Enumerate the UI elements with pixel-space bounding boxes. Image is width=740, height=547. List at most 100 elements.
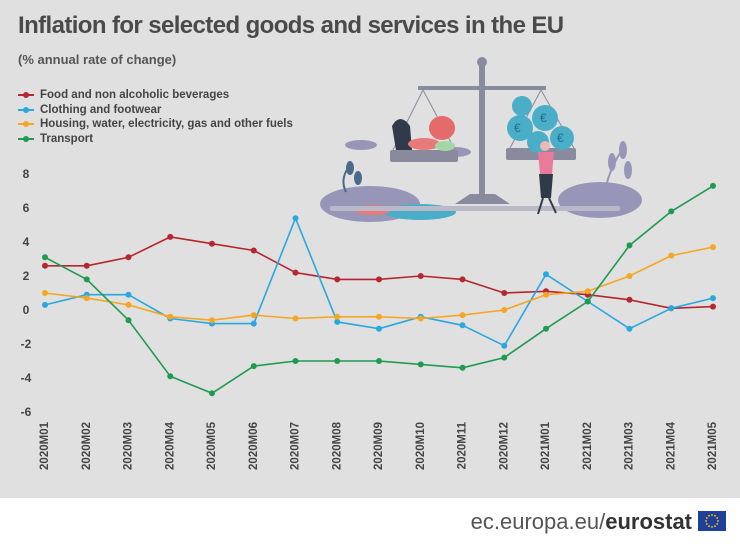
data-point (334, 358, 341, 364)
x-tick-label: 2020M01 (39, 421, 51, 470)
x-tick-label: 2020M12 (498, 422, 510, 470)
data-point (501, 290, 508, 296)
eu-star (711, 526, 713, 528)
data-point (626, 273, 633, 279)
legend-item-clothing: Clothing and footwear (18, 103, 293, 118)
data-point (626, 296, 633, 303)
x-tick-label: 2020M07 (290, 422, 302, 470)
data-point (376, 276, 382, 283)
data-point (125, 317, 132, 324)
x-tick-label: 2020M05 (206, 421, 218, 470)
legend-marker-food (18, 90, 34, 100)
scale-pan-left (390, 150, 458, 162)
y-tick-label: -4 (21, 371, 32, 385)
data-point (83, 276, 90, 283)
data-point (543, 291, 549, 298)
data-point (42, 262, 48, 269)
data-point (250, 247, 257, 254)
eu-star (717, 520, 719, 522)
legend-label-food: Food and non alcoholic beverages (40, 89, 230, 102)
leaf-shape (435, 141, 455, 151)
data-point (376, 313, 382, 320)
chart-subtitle: (% annual rate of change) (18, 52, 177, 67)
data-point (209, 240, 215, 247)
series-line-0 (45, 236, 714, 310)
eu-star (705, 517, 708, 519)
data-point (167, 233, 174, 240)
eu-star (716, 517, 719, 519)
data-point (125, 301, 132, 308)
euro-coin (550, 126, 574, 150)
data-point (584, 298, 591, 305)
data-point (209, 390, 215, 397)
data-point (376, 358, 382, 364)
eu-star (708, 525, 710, 528)
data-point (334, 313, 341, 320)
chart-axes: -6 -4 -2 0 2 4 6 8 2020M01 2020M02 2020M03 2020M04 2… (21, 167, 719, 470)
data-point (292, 315, 299, 322)
data-point (250, 320, 257, 327)
legend-marker-housing (18, 119, 34, 129)
data-point (710, 295, 716, 302)
legend-marker-transport (18, 134, 34, 144)
chart-series (42, 182, 716, 397)
series-line-2 (44, 246, 714, 322)
data-point (668, 305, 675, 312)
data-point (209, 317, 215, 324)
y-tick-label: 8 (23, 167, 30, 181)
footer-site[interactable]: ec.europa.eu/eurostat (471, 509, 692, 535)
data-point (710, 182, 716, 189)
data-point (417, 315, 424, 322)
data-point (334, 318, 341, 325)
bottle-shape (392, 119, 412, 150)
data-point (250, 312, 257, 319)
data-point (668, 208, 675, 215)
woman-top (538, 152, 554, 174)
data-point (543, 271, 549, 278)
fish-shape (408, 138, 440, 150)
woman-leg (537, 197, 544, 215)
ground-line (330, 206, 620, 211)
eu-star (716, 523, 719, 525)
chart-title: Inflation for selected goods and service… (18, 12, 564, 39)
data-point (83, 262, 90, 269)
euro-coin (507, 115, 533, 141)
y-tick-label: 2 (23, 269, 30, 283)
data-point (42, 254, 48, 261)
x-tick-label: 2020M06 (248, 422, 260, 470)
line-chart: € € € -6 -4 -2 0 2 4 6 8 2020M01 2020M02 2020M03 20… (21, 57, 719, 470)
data-point (626, 325, 633, 332)
scale-base (455, 194, 510, 204)
scale-pole (479, 60, 485, 200)
y-tick-label: -6 (21, 405, 32, 419)
x-tick-label: 2021M01 (540, 421, 552, 470)
euro-glyph: € (557, 131, 564, 145)
plant-leaf (624, 161, 632, 179)
data-point (292, 269, 299, 276)
data-point (459, 276, 466, 283)
data-point (83, 295, 90, 302)
woman-head (540, 141, 550, 151)
legend: Food and non alcoholic beverages Clothin… (18, 88, 293, 146)
y-tick-label: -2 (21, 337, 32, 351)
x-tick-label: 2020M10 (415, 422, 427, 470)
cloud-shape (345, 140, 377, 150)
euro-coin (512, 96, 532, 116)
legend-marker-clothing (18, 105, 34, 115)
plant-leaf (354, 171, 362, 185)
x-tick-label: 2020M03 (123, 422, 135, 470)
footer-bar (0, 498, 740, 547)
eu-star (714, 514, 716, 517)
euro-glyph: € (540, 111, 547, 125)
x-tick-label: 2020M08 (331, 421, 343, 470)
data-point (501, 354, 508, 361)
legend-item-housing: Housing, water, electricity, gas and oth… (18, 117, 293, 132)
legend-label-clothing: Clothing and footwear (40, 103, 162, 116)
x-tick-label: 2021M04 (665, 421, 677, 470)
data-point (459, 312, 466, 319)
x-tick-label: 2021M03 (624, 422, 636, 470)
data-point (334, 276, 341, 283)
eu-star (705, 523, 708, 525)
plant-leaf (346, 161, 354, 175)
data-point (42, 301, 48, 308)
